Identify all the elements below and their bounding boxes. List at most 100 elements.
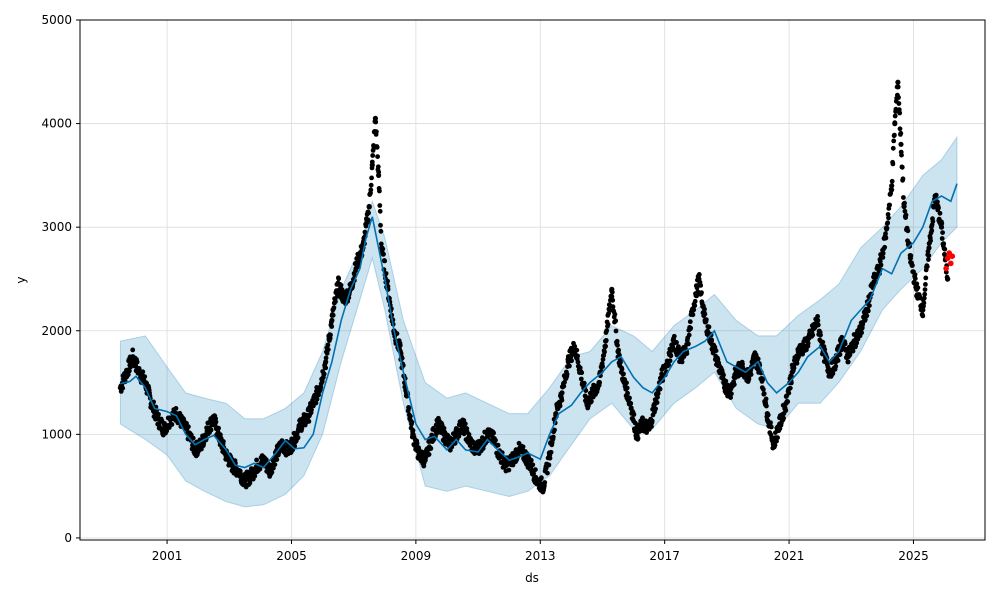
confidence-band: [119, 135, 958, 508]
observed-point: [130, 347, 136, 353]
observed-point: [559, 397, 565, 403]
observed-point: [897, 126, 903, 132]
observed-point: [609, 289, 615, 295]
observed-point: [674, 340, 679, 345]
recent-point: [943, 265, 949, 272]
observed-point: [880, 250, 886, 256]
observed-point: [456, 433, 462, 439]
observed-point: [901, 195, 906, 200]
observed-point: [912, 272, 918, 278]
observed-point: [462, 421, 468, 427]
observed-point: [897, 110, 903, 116]
observed-point: [912, 276, 918, 281]
observed-point: [686, 332, 692, 338]
observed-point: [338, 282, 344, 288]
observed-point: [624, 385, 630, 391]
observed-point: [627, 395, 632, 401]
observed-point: [764, 403, 769, 409]
observed-point: [380, 246, 386, 252]
observed-point: [883, 231, 888, 237]
observed-point: [325, 347, 331, 352]
observed-point: [362, 229, 368, 235]
observed-point: [885, 220, 891, 226]
observed-point: [862, 317, 868, 322]
observed-point: [156, 411, 161, 417]
observed-point: [690, 312, 696, 318]
observed-point: [760, 376, 766, 382]
observed-point: [621, 371, 626, 377]
observed-point: [740, 361, 745, 367]
observed-point: [921, 295, 927, 301]
observed-point: [655, 394, 660, 400]
observed-point: [221, 439, 226, 444]
observed-point: [367, 204, 372, 210]
x-tick-label: 2001: [152, 549, 183, 563]
observed-point: [547, 455, 553, 461]
observed-point: [926, 253, 932, 258]
observed-point: [208, 427, 214, 433]
observed-point: [600, 364, 605, 369]
observed-point: [855, 336, 861, 342]
observed-point: [530, 462, 536, 468]
observed-point: [375, 154, 380, 160]
observed-point: [805, 340, 811, 346]
observed-point: [331, 305, 337, 311]
observed-point: [314, 396, 320, 402]
observed-point: [864, 313, 870, 319]
observed-point: [631, 412, 637, 417]
observed-point: [619, 366, 625, 372]
observed-point: [610, 304, 616, 310]
observed-point: [612, 311, 618, 317]
observed-point: [706, 324, 712, 330]
observed-point: [190, 435, 196, 441]
observed-point: [578, 376, 584, 382]
observed-point: [815, 314, 820, 319]
observed-point: [903, 212, 909, 218]
observed-point: [581, 380, 587, 386]
observed-point: [820, 339, 826, 345]
observed-point: [815, 318, 821, 323]
observed-point: [748, 372, 754, 377]
observed-point: [579, 370, 585, 376]
observed-point: [940, 230, 945, 236]
grid-layer: [80, 19, 985, 540]
observed-point: [928, 238, 933, 244]
observed-point: [368, 187, 374, 193]
observed-point: [865, 308, 871, 314]
observed-point: [295, 435, 301, 440]
observed-point: [441, 425, 447, 431]
observed-point: [164, 428, 170, 434]
observed-point: [428, 446, 434, 451]
observed-point: [319, 379, 325, 384]
observed-point: [600, 357, 606, 362]
observed-point: [755, 356, 761, 362]
observed-point: [628, 401, 633, 407]
observed-point: [564, 371, 570, 377]
observed-point: [257, 466, 263, 472]
observed-point: [891, 138, 897, 144]
observed-point: [577, 365, 583, 371]
observed-point: [369, 175, 374, 181]
observed-point: [729, 391, 734, 397]
observed-point: [929, 228, 935, 234]
observed-point: [385, 278, 390, 284]
observed-point: [575, 353, 580, 359]
observed-point: [886, 215, 891, 221]
observed-point: [574, 347, 580, 353]
observed-point: [414, 441, 420, 446]
observed-point: [692, 298, 698, 304]
recent-point: [948, 260, 954, 267]
observed-point: [768, 424, 774, 430]
observed-point: [254, 457, 259, 463]
observed-point: [571, 340, 576, 346]
observed-point: [902, 200, 907, 206]
observed-point: [931, 204, 937, 210]
observed-point: [269, 469, 275, 475]
observed-point: [324, 350, 330, 356]
observed-point: [833, 363, 839, 369]
observed-point: [895, 84, 901, 90]
observed-point: [935, 199, 940, 205]
observed-point: [134, 359, 140, 365]
observed-point: [895, 79, 901, 85]
observed-point: [713, 348, 719, 354]
